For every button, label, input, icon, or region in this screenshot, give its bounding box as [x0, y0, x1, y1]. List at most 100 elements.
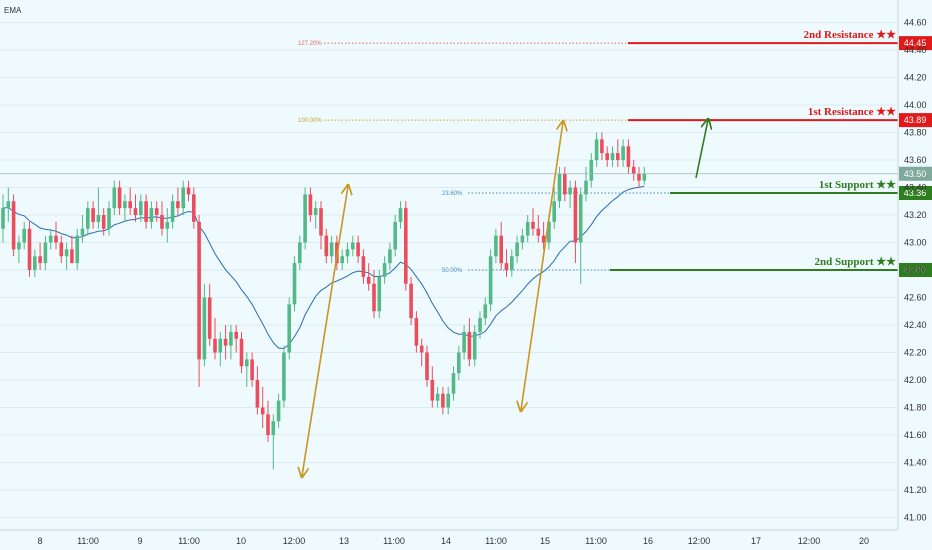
level-label: 1st Support ★★: [819, 179, 896, 191]
candle-down: [54, 235, 58, 243]
candle-up: [170, 201, 175, 222]
candle-down: [186, 187, 191, 195]
candle-down: [192, 194, 196, 222]
x-tick-label: 12:00: [283, 536, 306, 546]
candle-up: [6, 201, 11, 209]
candle-up: [303, 194, 307, 243]
candle-up: [510, 256, 514, 270]
level-price-badge: [899, 186, 932, 200]
candle-down: [409, 283, 413, 319]
candle-up: [22, 228, 26, 243]
x-tick-label: 11:00: [585, 536, 607, 546]
level-label: 1st Resistance ★★: [808, 106, 896, 118]
candle-up: [393, 221, 397, 250]
candle-up: [642, 173, 647, 181]
candle-down: [308, 194, 313, 215]
candle-up: [313, 208, 318, 215]
candle-down: [154, 208, 159, 215]
fib-label: 23.60%: [442, 191, 463, 197]
y-tick-label: 42.40: [904, 320, 927, 330]
candle-down: [260, 407, 265, 415]
candle-down: [404, 208, 408, 284]
candle-down: [361, 256, 366, 277]
candle-down: [128, 201, 132, 209]
level-price-badge: [899, 263, 932, 277]
candle-up: [287, 304, 291, 353]
candle-down: [70, 249, 74, 264]
candle-up: [478, 318, 482, 332]
y-tick-label: 42.00: [904, 375, 927, 385]
candle-up: [181, 187, 185, 209]
candle-down: [255, 380, 260, 408]
candle-up: [107, 208, 111, 229]
candle-down: [419, 345, 424, 353]
candle-up: [165, 221, 170, 229]
y-tick-label: 42.80: [904, 265, 927, 275]
candle-down: [573, 187, 578, 243]
candle-up: [398, 208, 403, 222]
x-tick-label: 14: [441, 536, 451, 546]
fib-label: 50.00%: [442, 268, 463, 274]
candle-up: [96, 215, 101, 222]
y-tick-label: 41.40: [904, 458, 927, 468]
candle-down: [441, 393, 445, 408]
candle-up: [557, 173, 562, 202]
candle-down: [117, 187, 122, 209]
x-tick-label: 8: [37, 536, 42, 546]
candle-up: [589, 160, 594, 181]
y-tick-label: 42.60: [904, 293, 927, 303]
y-tick-label: 43.60: [904, 155, 927, 165]
candle-up: [292, 263, 297, 305]
candle-up: [578, 194, 583, 243]
y-tick-label: 43.20: [904, 210, 927, 220]
candle-up: [123, 201, 127, 209]
candle-up: [584, 180, 588, 195]
candle-up: [298, 242, 302, 264]
candle-down: [213, 338, 217, 353]
candle-down: [504, 263, 509, 270]
candle-up: [451, 373, 456, 394]
candle-down: [160, 215, 164, 229]
candle-down: [197, 221, 201, 360]
candle-up: [48, 235, 53, 243]
fib-label: 127.20%: [298, 41, 322, 47]
support-resistance-levels: 43.50 2nd Resistance ★★ 44.45 1st Resistanc…: [0, 29, 932, 277]
y-tick-label: 42.20: [904, 348, 927, 358]
candle-down: [234, 331, 238, 339]
candle-up: [525, 221, 530, 236]
candle-down: [499, 235, 503, 264]
y-tick-label: 43.80: [904, 128, 927, 138]
x-tick-label: 13: [339, 536, 349, 546]
candle-up: [552, 201, 556, 222]
candle-up: [229, 331, 233, 346]
candle-down: [536, 228, 541, 236]
candle-down: [91, 208, 95, 222]
candle-down: [133, 208, 138, 215]
x-tick-label: 15: [540, 536, 550, 546]
level-price-text: 42.80: [904, 265, 927, 275]
projection-arrow: [302, 186, 348, 476]
candle-up: [80, 228, 85, 236]
candle-down: [467, 331, 472, 360]
x-tick-label: 12:00: [688, 536, 711, 546]
candle-up: [345, 249, 350, 257]
candle-up: [202, 297, 207, 360]
projection-arrows: [302, 120, 708, 476]
candles: [1, 132, 647, 470]
indicator-label: EMA: [4, 6, 22, 15]
x-tick-label: 11:00: [178, 536, 200, 546]
candle-up: [377, 276, 382, 312]
x-tick-label: 11:00: [383, 536, 405, 546]
x-tick-label: 20: [859, 536, 869, 546]
candle-down: [27, 228, 32, 270]
level-price-text: 43.89: [904, 115, 927, 125]
candle-up: [388, 249, 392, 264]
candle-up: [64, 249, 69, 257]
candle-up: [276, 400, 281, 422]
level-label: 2nd Resistance ★★: [804, 29, 897, 41]
y-tick-label: 43.40: [904, 183, 927, 193]
candle-up: [462, 331, 466, 353]
x-tick-label: 9: [137, 536, 142, 546]
